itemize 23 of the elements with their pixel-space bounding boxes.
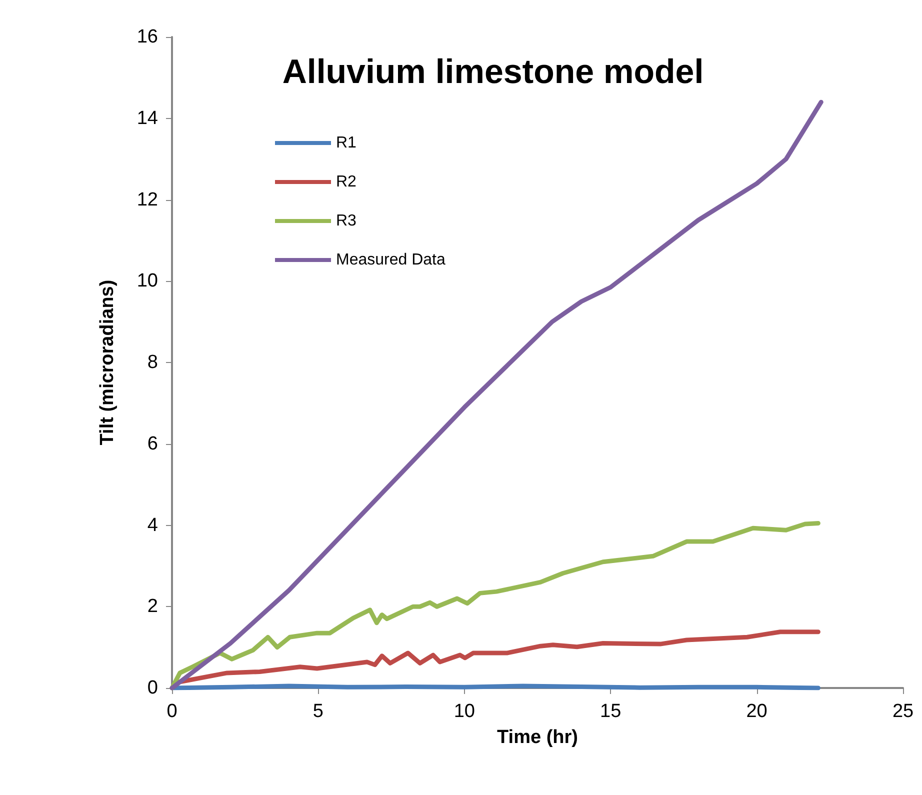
legend-label: R3 — [336, 212, 357, 230]
x-tick-label: 25 — [892, 701, 914, 722]
line-series — [170, 100, 824, 690]
x-tick-label: 5 — [312, 701, 324, 722]
y-tick-label: 2 — [147, 596, 158, 618]
y-axis-title: Tilt (microradians) — [97, 280, 118, 446]
legend-label: R2 — [336, 174, 357, 190]
y-tick-label: 10 — [136, 270, 158, 292]
y-tick-label: 16 — [136, 26, 158, 48]
y-tick-label: 4 — [147, 514, 158, 536]
y-tick-label: 0 — [147, 678, 158, 698]
x-axis-title: Time (hr) — [497, 727, 578, 748]
x-tick-label: 0 — [166, 701, 178, 722]
y-tick-label: 14 — [136, 108, 158, 129]
y-tick-label: 12 — [136, 189, 158, 210]
x-tick-label: 20 — [746, 701, 768, 722]
text: Alluvium limestone model — [282, 53, 704, 91]
y-tick-label: 8 — [147, 352, 158, 373]
legend-label: R1 — [336, 134, 357, 152]
legend-label: Measured Data — [336, 252, 446, 268]
y-tick-label: 6 — [147, 433, 158, 454]
x-tick-label: 10 — [454, 701, 475, 722]
x-tick-label: 15 — [600, 701, 622, 722]
